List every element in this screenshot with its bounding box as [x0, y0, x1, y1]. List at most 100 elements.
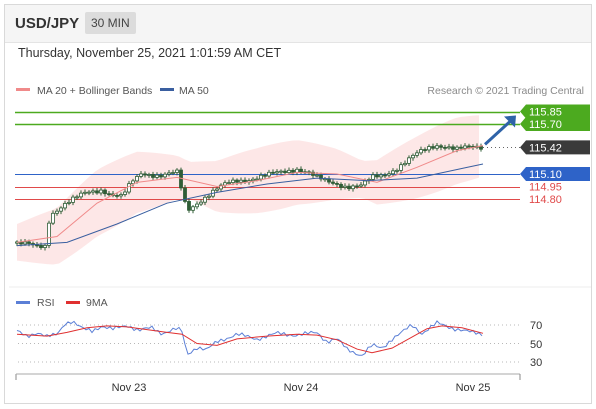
candle-body: [315, 174, 319, 177]
candle-body: [387, 173, 391, 176]
x-label-nov-25: Nov 25: [456, 382, 491, 394]
candle-body: [131, 180, 135, 185]
candle-body: [439, 145, 443, 148]
rsi-tick-70: 70: [530, 320, 542, 332]
candle-body: [263, 174, 267, 177]
candle-body: [231, 179, 235, 183]
candle-body: [331, 181, 335, 184]
candle-body: [91, 190, 95, 193]
symbol-title: USD/JPY: [15, 15, 80, 32]
candle-body: [147, 174, 151, 176]
ma20-line: [16, 145, 484, 243]
candle-body: [411, 154, 415, 159]
candle-body: [35, 244, 39, 247]
candle-body: [443, 146, 447, 149]
forecast-arrow-shaft: [483, 120, 512, 146]
candle-body: [115, 195, 119, 197]
candle-body: [455, 146, 459, 150]
candle-body: [199, 201, 203, 205]
candle-body: [95, 190, 99, 194]
candle-body: [371, 174, 375, 180]
rsi-plot: [16, 320, 520, 363]
legend-ma50-swatch: [160, 88, 174, 91]
candle-body: [139, 173, 143, 177]
candle-body: [215, 188, 219, 191]
ma50-line: [16, 163, 484, 247]
rsi-tick-30: 30: [530, 357, 542, 369]
price-tag-115-10: [520, 167, 590, 182]
candle-body: [227, 182, 231, 184]
candle-body: [103, 189, 107, 195]
candle-body: [143, 173, 147, 176]
candle-body: [219, 184, 223, 190]
candle-body: [255, 178, 259, 181]
candle-body: [447, 146, 451, 149]
candle-body: [299, 168, 303, 173]
candle-body: [123, 191, 127, 195]
rsi-ma-line: [16, 325, 484, 354]
candle-body: [287, 169, 291, 173]
candle-body: [279, 170, 283, 173]
candle-body: [235, 179, 239, 183]
candle-body: [175, 169, 179, 173]
candle-body: [419, 149, 423, 154]
candle-body: [71, 196, 75, 203]
candle-body: [83, 191, 87, 194]
candle-body: [155, 174, 159, 178]
candle-body: [207, 195, 211, 198]
candle-body: [23, 241, 27, 245]
candle-body: [339, 183, 343, 188]
legend-rsi-swatch: [16, 301, 30, 304]
candle-body: [355, 185, 359, 188]
rsi-tick-50: 50: [530, 339, 542, 351]
candle-body: [311, 171, 315, 176]
candle-body: [335, 183, 339, 185]
rsi-line: [16, 320, 483, 356]
candle-body: [435, 145, 439, 149]
candle-body: [87, 191, 91, 194]
candle-body: [363, 180, 367, 186]
candle-body: [243, 179, 247, 183]
legend-ma20-swatch: [16, 88, 30, 91]
x-label-nov-24: Nov 24: [284, 382, 319, 394]
candle-body: [291, 169, 295, 173]
candle-body: [251, 178, 255, 181]
candle-body: [51, 212, 55, 224]
price-label-115-42: 115.42: [529, 142, 562, 154]
timestamp: Thursday, November 25, 2021 1:01:59 AM C…: [18, 46, 282, 60]
candle-body: [319, 174, 323, 180]
candle-body: [379, 174, 383, 178]
candle-body: [191, 206, 195, 211]
timeframe-badge[interactable]: 30 MIN: [85, 12, 136, 34]
chart-header: USD/JPY 30 MIN: [5, 5, 591, 43]
price-tag-115-42: [520, 140, 590, 155]
price-label-115-10: 115.10: [529, 169, 562, 181]
price-tag-115-85: [520, 104, 590, 119]
bollinger-band: [17, 115, 479, 265]
candle-body: [415, 152, 419, 156]
candle-body: [163, 173, 167, 178]
copyright-credit: Research © 2021 Trading Central: [427, 85, 584, 97]
price-label-114-95: 114.95: [529, 182, 562, 194]
candle-body: [187, 201, 191, 211]
candle-body: [407, 157, 411, 164]
candle-body: [463, 145, 467, 149]
candle-body: [351, 185, 355, 190]
candle-body: [395, 169, 399, 172]
x-label-nov-23: Nov 23: [112, 382, 147, 394]
candle-body: [183, 187, 187, 202]
candle-body: [75, 196, 79, 199]
candle-body: [383, 174, 387, 177]
candle-body: [347, 185, 351, 190]
candle-body: [203, 196, 207, 203]
candle-body: [55, 210, 59, 214]
candle-body: [359, 184, 363, 187]
candle-body: [171, 172, 175, 174]
candle-body: [283, 170, 287, 173]
forecast-arrow-head: [504, 115, 516, 128]
candle-body: [47, 222, 51, 246]
candle-body: [239, 179, 243, 183]
candle-body: [467, 145, 471, 148]
candle-body: [167, 172, 171, 175]
candle-body: [267, 171, 271, 177]
